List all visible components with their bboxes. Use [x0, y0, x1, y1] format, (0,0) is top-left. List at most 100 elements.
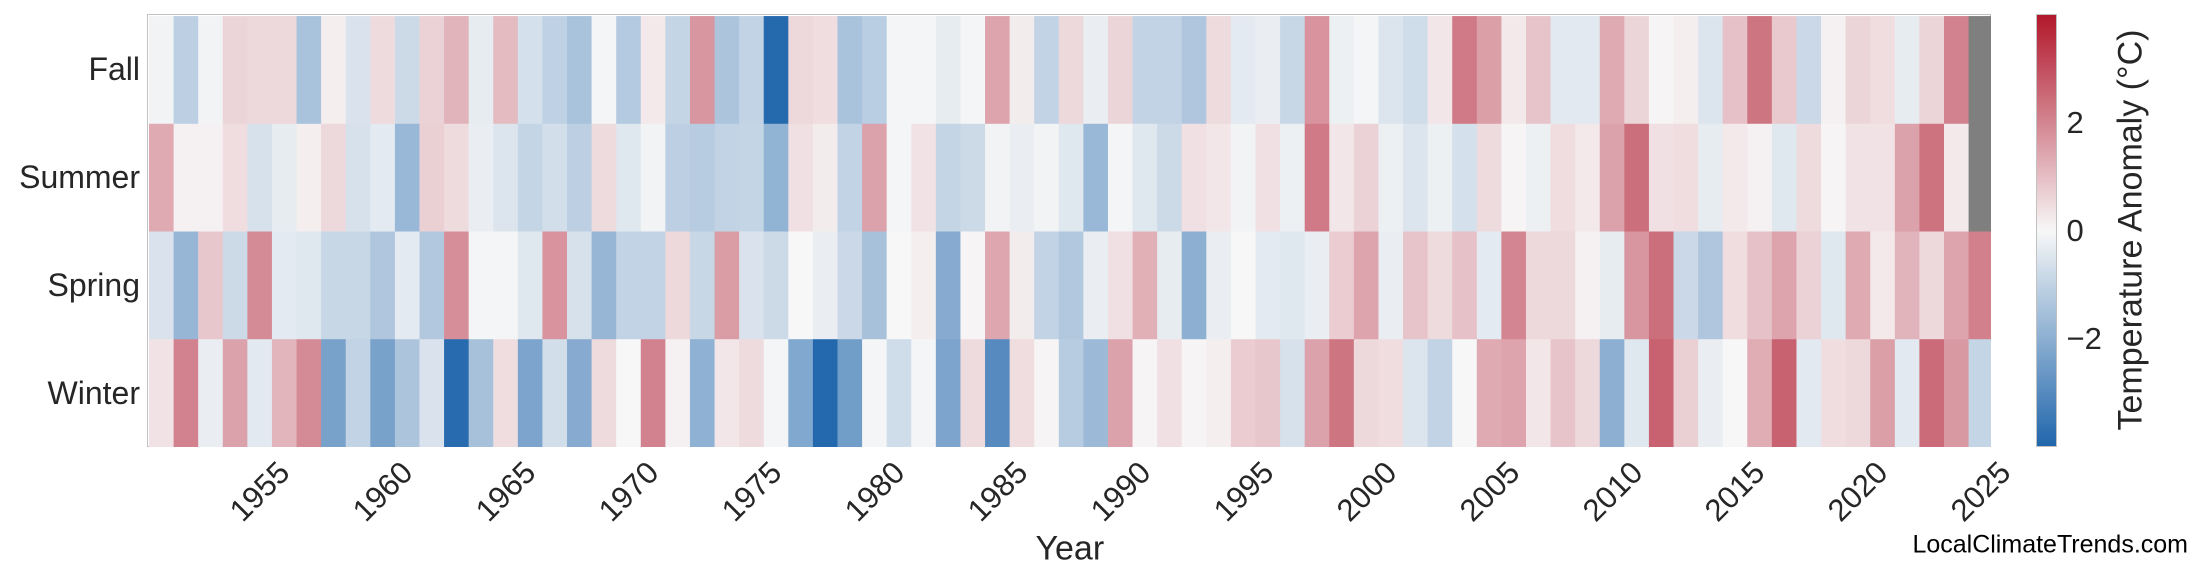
heatmap-cell	[1648, 15, 1674, 124]
heatmap-cell	[542, 338, 568, 447]
heatmap-cell	[1329, 231, 1355, 340]
heatmap-cell	[296, 123, 322, 232]
heatmap-cell	[468, 231, 494, 340]
heatmap-cell	[1181, 231, 1207, 340]
heatmap-cell	[1747, 338, 1773, 447]
heatmap-cell	[911, 123, 937, 232]
x-tick-label-1960: 1960	[346, 454, 420, 529]
heatmap-cell	[1009, 338, 1035, 447]
heatmap-cell	[542, 15, 568, 124]
heatmap-cell	[222, 123, 248, 232]
heatmap-cell	[861, 338, 888, 447]
heatmap-cell	[1009, 15, 1035, 124]
heatmap-cell	[296, 15, 322, 124]
x-tick-label-2025: 2025	[1944, 454, 2018, 529]
heatmap-cell	[1599, 123, 1625, 232]
heatmap-cell	[1747, 123, 1773, 232]
heatmap-cell	[1034, 338, 1060, 447]
x-tick-label-1970: 1970	[591, 454, 666, 529]
heatmap-cell	[591, 231, 617, 340]
heatmap-cell	[788, 15, 814, 124]
heatmap-cell	[886, 338, 912, 447]
y-tick-label-spring: Spring	[47, 266, 141, 303]
heatmap-cell	[616, 338, 642, 447]
heatmap-cell	[419, 123, 445, 232]
heatmap-cell	[1402, 15, 1429, 124]
heatmap-cell	[468, 338, 494, 447]
heatmap-cell	[1501, 231, 1527, 340]
heatmap-cell	[198, 231, 224, 340]
heatmap-cell	[566, 338, 592, 447]
heatmap-cell	[1452, 15, 1478, 124]
heatmap-cell	[1845, 338, 1871, 447]
heatmap-cell	[1796, 231, 1822, 340]
x-tick-label-1990: 1990	[1083, 454, 1158, 529]
heatmap-cell	[591, 123, 617, 232]
x-tick-label-1975: 1975	[714, 454, 789, 529]
heatmap-cell	[1132, 231, 1158, 340]
heatmap-cell	[222, 338, 248, 447]
heatmap-cell	[837, 123, 863, 232]
heatmap-cell	[763, 338, 789, 447]
heatmap-cell	[1058, 123, 1084, 232]
heatmap-cell	[1329, 15, 1355, 124]
heatmap-cell	[1845, 15, 1871, 124]
heatmap-cell	[1230, 123, 1256, 232]
heatmap-cell	[296, 338, 322, 447]
heatmap-cell	[321, 15, 347, 124]
heatmap-cell	[1452, 231, 1478, 340]
heatmap-cell	[370, 338, 396, 447]
heatmap-cell	[394, 338, 420, 447]
heatmap-cell	[517, 15, 543, 124]
heatmap-cell	[1304, 338, 1330, 447]
heatmap-cell	[321, 231, 347, 340]
heatmap-cell	[1034, 231, 1060, 340]
heatmap-cell	[1968, 231, 1991, 340]
heatmap-cell	[1304, 231, 1330, 340]
heatmap-cell	[1353, 338, 1379, 447]
heatmap-cell	[1501, 338, 1527, 447]
heatmap-cell	[1206, 231, 1232, 340]
heatmap-cell	[443, 231, 470, 340]
x-tick-label-2000: 2000	[1329, 454, 1403, 529]
heatmap-cell	[1427, 15, 1453, 124]
heatmap-cell	[1132, 15, 1158, 124]
heatmap-cell	[1206, 338, 1232, 447]
heatmap-cell	[1599, 231, 1625, 340]
heatmap-cell	[1698, 123, 1724, 232]
heatmap-cell	[370, 231, 396, 340]
heatmap-cell	[247, 338, 273, 447]
heatmap-cell	[689, 338, 715, 447]
heatmap-cell	[1575, 231, 1601, 340]
heatmap-cell	[861, 231, 888, 340]
heatmap-cell	[1034, 15, 1060, 124]
heatmap-cell	[1476, 123, 1502, 232]
heatmap-cell	[419, 231, 445, 340]
heatmap-cell	[665, 15, 691, 124]
heatmap-cell	[1648, 338, 1674, 447]
heatmap-cell	[493, 338, 519, 447]
heatmap-cell	[566, 15, 592, 124]
heatmap-cell	[542, 231, 568, 340]
heatmap-cell	[1304, 123, 1330, 232]
heatmap-cell	[1919, 231, 1945, 340]
heatmap-cell	[247, 123, 273, 232]
heatmap-cell	[591, 338, 617, 447]
heatmap-cell	[984, 231, 1011, 340]
heatmap-cell	[1107, 15, 1133, 124]
heatmap-cell	[1845, 123, 1871, 232]
heatmap-cell	[1575, 15, 1601, 124]
heatmap-cell	[616, 15, 642, 124]
heatmap-cell	[247, 15, 273, 124]
heatmap-cell	[1058, 15, 1084, 124]
heatmap-cell	[517, 123, 543, 232]
heatmap-cell	[640, 338, 666, 447]
heatmap-cell	[1894, 15, 1920, 124]
heatmap-cell	[739, 15, 765, 124]
heatmap-cell	[1820, 338, 1847, 447]
heatmap-cell	[542, 123, 568, 232]
heatmap-cell	[517, 231, 543, 340]
heatmap-cell	[1550, 338, 1576, 447]
heatmap-cell	[1919, 123, 1945, 232]
heatmap-cell	[468, 15, 494, 124]
